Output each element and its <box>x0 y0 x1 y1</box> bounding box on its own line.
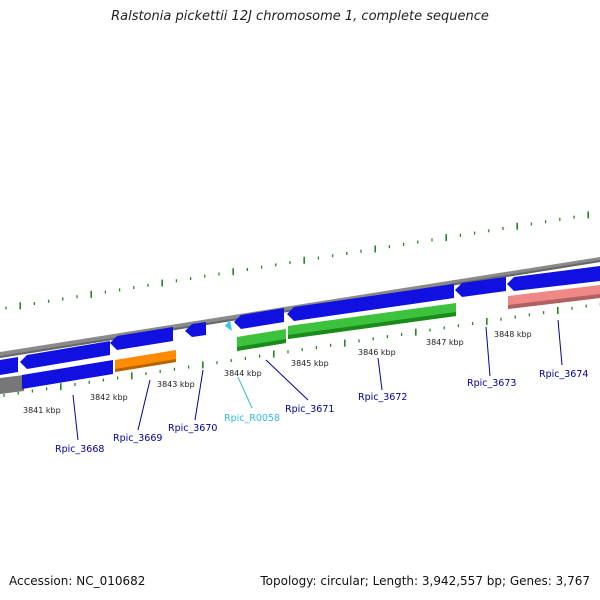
reverse-strand-genes <box>0 266 600 375</box>
gene-feature-rpic-3667a[interactable] <box>0 357 18 375</box>
gene-feature-rpic-3673[interactable] <box>455 277 506 297</box>
scale-label: 3845 kbp <box>291 359 329 368</box>
scale-labels: 3841 kbp 3842 kbp 3843 kbp 3844 kbp 3845 kbp… <box>23 330 532 415</box>
gene-label-rpic-3669[interactable]: Rpic_3669 <box>113 433 162 444</box>
forward-strand-genes <box>0 285 600 394</box>
scale-label: 3841 kbp <box>23 406 61 415</box>
scale-label: 3846 kbp <box>358 348 396 357</box>
gene-label-rpic-3672[interactable]: Rpic_3672 <box>358 392 407 403</box>
callout-line <box>72 394 79 441</box>
gene-feature-rpic-3672a[interactable] <box>287 284 454 321</box>
callout-line <box>265 359 309 401</box>
gene-feature-rpic-3674a[interactable] <box>507 266 600 291</box>
gene-label-rpic-3673[interactable]: Rpic_3673 <box>467 378 516 389</box>
scale-label: 3847 kbp <box>426 338 464 347</box>
gene-label-rpic-3670[interactable]: Rpic_3670 <box>168 423 217 434</box>
gene-feature-rpic-3667b[interactable] <box>0 375 24 394</box>
gene-feature-rpic-3668a[interactable] <box>20 341 110 369</box>
gene-label-rpic-3674[interactable]: Rpic_3674 <box>539 369 588 380</box>
genome-summary: Topology: circular; Length: 3,942,557 bp… <box>260 574 590 588</box>
scale-label: 3848 kbp <box>494 330 532 339</box>
gene-feature-rpic-3668[interactable] <box>22 360 113 389</box>
map-title: Ralstonia pickettii 12J chromosome 1, co… <box>111 9 489 24</box>
gene-label-rpic-r0058[interactable]: Rpic_R0058 <box>224 413 280 424</box>
rna-feature-rpic-r0058[interactable] <box>225 320 232 331</box>
gene-label-rpic-3671[interactable]: Rpic_3671 <box>285 404 334 415</box>
callout-line <box>557 319 563 366</box>
callout-line <box>137 379 151 431</box>
scale-label: 3842 kbp <box>90 393 128 402</box>
gene-feature-rpic-3669a[interactable] <box>110 327 173 350</box>
accession-label: Accession: NC_010682 <box>9 574 146 588</box>
callout-line <box>237 376 253 409</box>
scale-label: 3843 kbp <box>157 380 195 389</box>
outer-tick-ring <box>5 211 590 310</box>
scale-label: 3844 kbp <box>224 369 262 378</box>
gene-feature-rpic-3670[interactable] <box>185 322 206 337</box>
gene-feature-rpic-3671a[interactable] <box>234 308 284 329</box>
callout-line <box>485 326 491 377</box>
callout-line <box>194 369 204 421</box>
gene-callouts: Rpic_3668 Rpic_3669 Rpic_3670 Rpic_R0058 Rpi… <box>55 319 588 455</box>
callout-line <box>377 357 383 391</box>
gene-label-rpic-3668[interactable]: Rpic_3668 <box>55 444 104 455</box>
inner-tick-ring <box>3 302 600 397</box>
